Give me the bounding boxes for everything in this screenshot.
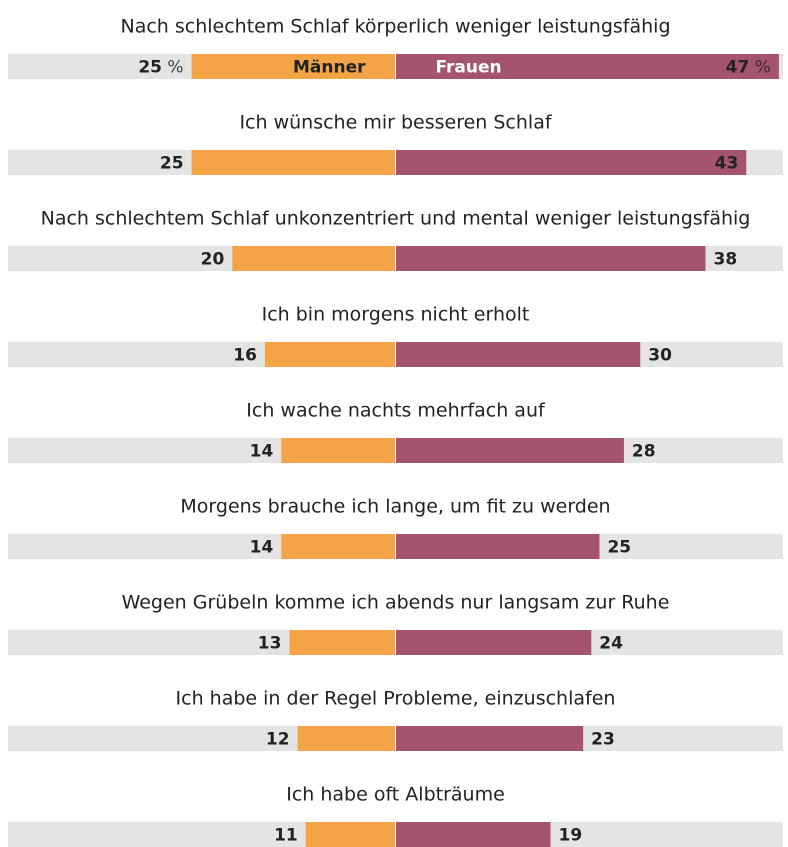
value-label: 25 <box>160 154 184 174</box>
bar <box>395 630 592 655</box>
category-label: Ich bin morgens nicht erholt <box>262 304 530 326</box>
value-label: 13 <box>258 634 282 654</box>
value-label: 19 <box>559 826 583 846</box>
value-label: 23 <box>591 730 615 750</box>
bar <box>395 54 779 79</box>
category-label: Ich wache nachts mehrfach auf <box>246 400 546 422</box>
category-label: Ich habe in der Regel Probleme, einzusch… <box>176 688 616 710</box>
bar <box>191 150 396 175</box>
bar <box>395 246 706 271</box>
value-label: 24 <box>599 634 623 654</box>
value-label: 11 <box>274 826 298 846</box>
category-label: Nach schlechtem Schlaf unkonzentriert un… <box>41 208 751 230</box>
category-label: Ich habe oft Albträume <box>286 784 505 806</box>
value-label: 25 % <box>138 58 183 78</box>
value-label: 43 <box>715 154 739 174</box>
bar <box>191 54 396 79</box>
bar <box>305 822 396 847</box>
category-label: Nach schlechtem Schlaf körperlich wenige… <box>120 16 670 38</box>
bar <box>232 246 396 271</box>
bar <box>289 630 396 655</box>
value-label: 25 <box>607 538 631 558</box>
value-label: 20 <box>201 250 225 270</box>
bar <box>395 342 641 367</box>
bar <box>281 534 396 559</box>
value-label: 47 % <box>726 58 771 78</box>
bar <box>395 534 600 559</box>
value-label: 28 <box>632 442 656 462</box>
bar <box>297 726 396 751</box>
bar <box>395 822 551 847</box>
bar <box>395 438 624 463</box>
value-label: 14 <box>250 442 274 462</box>
bar <box>264 342 396 367</box>
category-label: Wegen Grübeln komme ich abends nur langs… <box>122 592 670 614</box>
value-label: 16 <box>233 346 257 366</box>
legend-label: Männer <box>293 58 366 78</box>
value-label: 12 <box>266 730 290 750</box>
category-label: Ich wünsche mir besseren Schlaf <box>239 112 552 134</box>
bar <box>395 150 747 175</box>
value-label: 14 <box>250 538 274 558</box>
value-label: 30 <box>648 346 672 366</box>
legend-label: Frauen <box>436 58 502 78</box>
value-label: 38 <box>714 250 738 270</box>
category-label: Morgens brauche ich lange, um fit zu wer… <box>180 496 610 518</box>
bar <box>395 726 584 751</box>
bar <box>281 438 396 463</box>
